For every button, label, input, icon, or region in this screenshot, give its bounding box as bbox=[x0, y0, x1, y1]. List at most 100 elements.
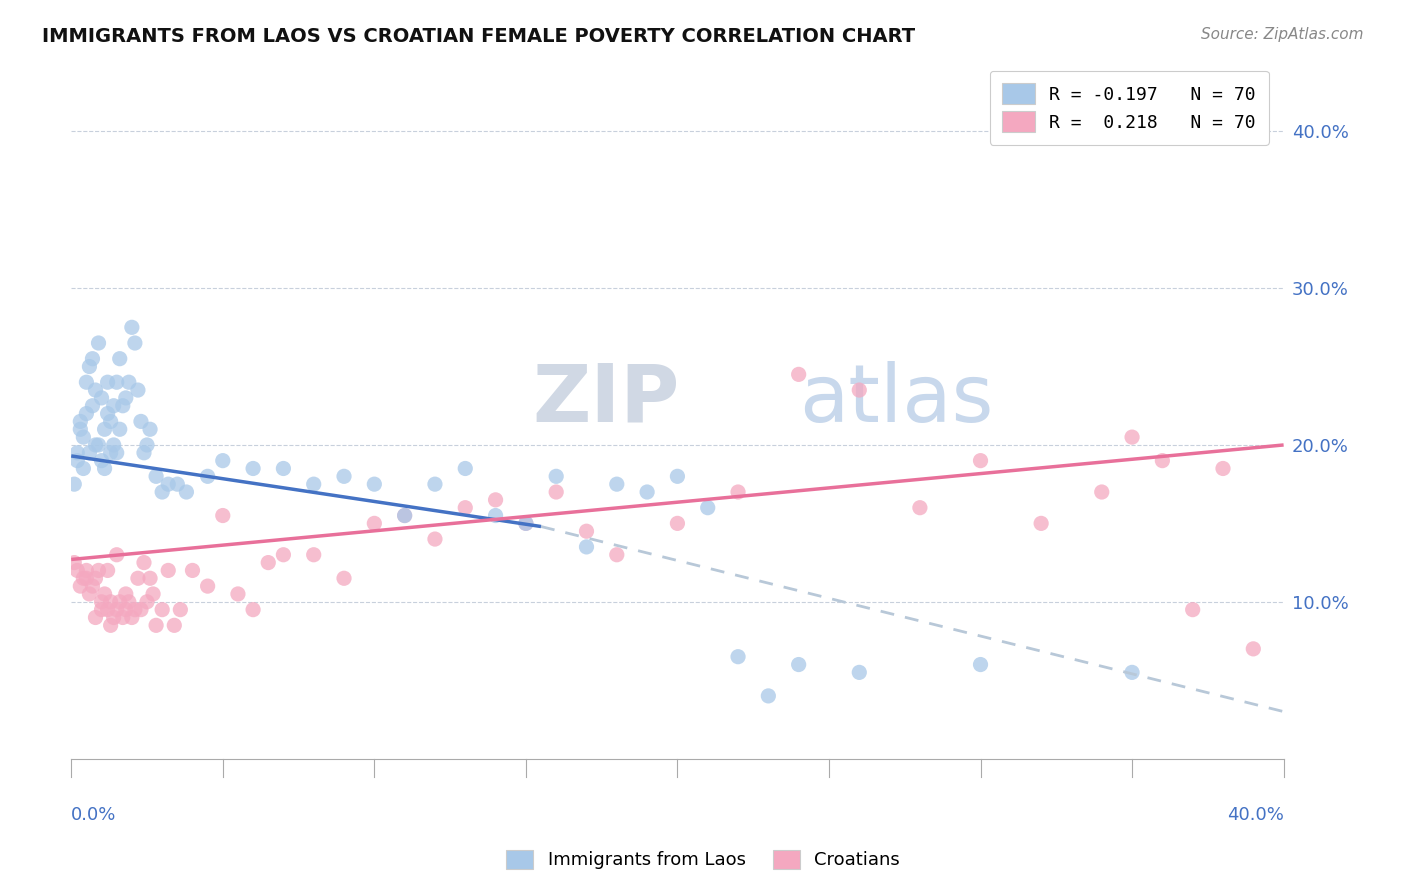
Point bbox=[969, 453, 991, 467]
Point bbox=[75, 375, 97, 389]
Point bbox=[114, 602, 136, 616]
Point bbox=[1121, 665, 1143, 680]
Point bbox=[97, 602, 120, 616]
Point bbox=[145, 618, 167, 632]
Point bbox=[84, 610, 107, 624]
Point bbox=[606, 548, 628, 562]
Point bbox=[129, 602, 152, 616]
Point bbox=[150, 602, 173, 616]
Point bbox=[157, 563, 180, 577]
Point bbox=[108, 351, 131, 366]
Point bbox=[727, 485, 749, 500]
Point bbox=[197, 579, 219, 593]
Point bbox=[66, 446, 89, 460]
Point bbox=[90, 453, 112, 467]
Point bbox=[211, 508, 233, 523]
Point bbox=[454, 461, 477, 475]
Point bbox=[1212, 461, 1234, 475]
Point bbox=[111, 610, 134, 624]
Point bbox=[1091, 485, 1114, 500]
Point bbox=[69, 579, 91, 593]
Point bbox=[75, 563, 97, 577]
Point bbox=[969, 657, 991, 672]
Point bbox=[139, 571, 162, 585]
Point bbox=[727, 649, 749, 664]
Point bbox=[484, 492, 506, 507]
Point bbox=[93, 587, 115, 601]
Point bbox=[242, 461, 264, 475]
Point bbox=[127, 383, 149, 397]
Point bbox=[515, 516, 537, 531]
Point bbox=[84, 571, 107, 585]
Point bbox=[132, 446, 155, 460]
Point bbox=[66, 563, 89, 577]
Point bbox=[63, 477, 86, 491]
Point bbox=[82, 351, 104, 366]
Point bbox=[333, 571, 356, 585]
Point bbox=[1029, 516, 1052, 531]
Point bbox=[84, 438, 107, 452]
Point bbox=[636, 485, 658, 500]
Point bbox=[139, 422, 162, 436]
Point bbox=[756, 689, 779, 703]
Point bbox=[105, 548, 128, 562]
Point bbox=[105, 446, 128, 460]
Point bbox=[103, 438, 125, 452]
Point bbox=[124, 336, 146, 351]
Point bbox=[100, 595, 122, 609]
Point bbox=[848, 383, 870, 397]
Point bbox=[103, 399, 125, 413]
Point bbox=[111, 399, 134, 413]
Point bbox=[454, 500, 477, 515]
Point bbox=[82, 579, 104, 593]
Point bbox=[121, 320, 143, 334]
Text: 0.0%: 0.0% bbox=[72, 805, 117, 823]
Point bbox=[575, 524, 598, 539]
Point bbox=[108, 595, 131, 609]
Point bbox=[69, 414, 91, 428]
Point bbox=[75, 571, 97, 585]
Y-axis label: Female Poverty: Female Poverty bbox=[0, 350, 8, 478]
Point bbox=[127, 571, 149, 585]
Point bbox=[66, 453, 89, 467]
Point bbox=[273, 548, 295, 562]
Point bbox=[93, 461, 115, 475]
Point bbox=[84, 383, 107, 397]
Point bbox=[273, 461, 295, 475]
Point bbox=[169, 602, 191, 616]
Point bbox=[72, 430, 94, 444]
Point bbox=[242, 602, 264, 616]
Point bbox=[142, 587, 165, 601]
Point bbox=[103, 610, 125, 624]
Point bbox=[515, 516, 537, 531]
Point bbox=[100, 446, 122, 460]
Point bbox=[79, 359, 101, 374]
Text: 40.0%: 40.0% bbox=[1227, 805, 1284, 823]
Point bbox=[257, 556, 280, 570]
Point bbox=[87, 336, 110, 351]
Point bbox=[90, 391, 112, 405]
Point bbox=[302, 548, 325, 562]
Point bbox=[97, 375, 120, 389]
Point bbox=[1241, 641, 1264, 656]
Point bbox=[72, 571, 94, 585]
Point bbox=[93, 422, 115, 436]
Point bbox=[79, 587, 101, 601]
Point bbox=[696, 500, 718, 515]
Point bbox=[226, 587, 249, 601]
Point bbox=[150, 485, 173, 500]
Point bbox=[423, 532, 446, 546]
Point bbox=[166, 477, 188, 491]
Point bbox=[546, 469, 568, 483]
Point bbox=[1121, 430, 1143, 444]
Point bbox=[333, 469, 356, 483]
Point bbox=[87, 563, 110, 577]
Point bbox=[787, 657, 810, 672]
Point bbox=[181, 563, 204, 577]
Legend: Immigrants from Laos, Croatians: Immigrants from Laos, Croatians bbox=[498, 841, 908, 879]
Point bbox=[132, 556, 155, 570]
Point bbox=[176, 485, 198, 500]
Text: atlas: atlas bbox=[799, 360, 993, 439]
Point bbox=[163, 618, 186, 632]
Point bbox=[82, 399, 104, 413]
